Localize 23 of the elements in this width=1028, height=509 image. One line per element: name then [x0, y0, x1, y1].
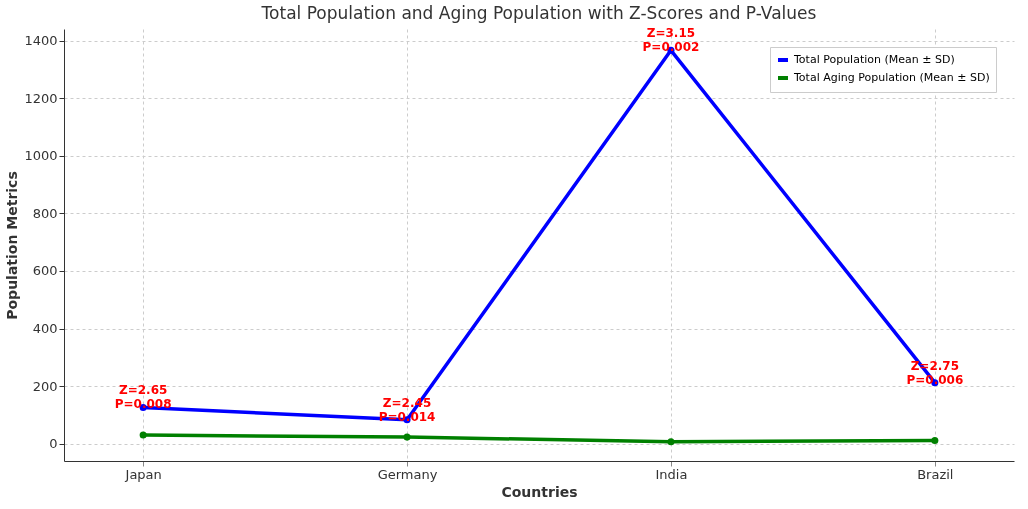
- y-tick-label: 800: [32, 205, 58, 221]
- x-tick-label: Japan: [124, 466, 162, 482]
- annotation: Z=2.65 P=0.008: [114, 383, 172, 412]
- point: [931, 437, 939, 445]
- point: [403, 433, 411, 441]
- y-tick-label: 400: [32, 321, 58, 337]
- legend-label: Total Aging Population (Mean ± SD): [793, 71, 990, 84]
- legend-label: Total Population (Mean ± SD): [793, 53, 955, 66]
- x-axis-title: Countries: [501, 483, 578, 500]
- y-axis-title: Population Metrics: [4, 171, 21, 320]
- point: [667, 438, 675, 446]
- y-tick-label: 0: [49, 436, 58, 452]
- annotation: Z=3.15 P=0.002: [642, 26, 700, 55]
- y-tick-label: 200: [32, 378, 58, 394]
- y-tick-label: 1200: [24, 90, 58, 106]
- point: [139, 431, 147, 439]
- x-tick-label: Brazil: [917, 466, 954, 482]
- x-tick-label: India: [655, 466, 688, 482]
- y-tick-label: 1000: [24, 148, 58, 164]
- y-tick-label: 1400: [24, 33, 58, 49]
- x-tick-label: Germany: [377, 466, 438, 482]
- y-tick-label: 600: [32, 263, 58, 279]
- chart-title: Total Population and Aging Population with Z-Scores and P-Values: [260, 3, 817, 24]
